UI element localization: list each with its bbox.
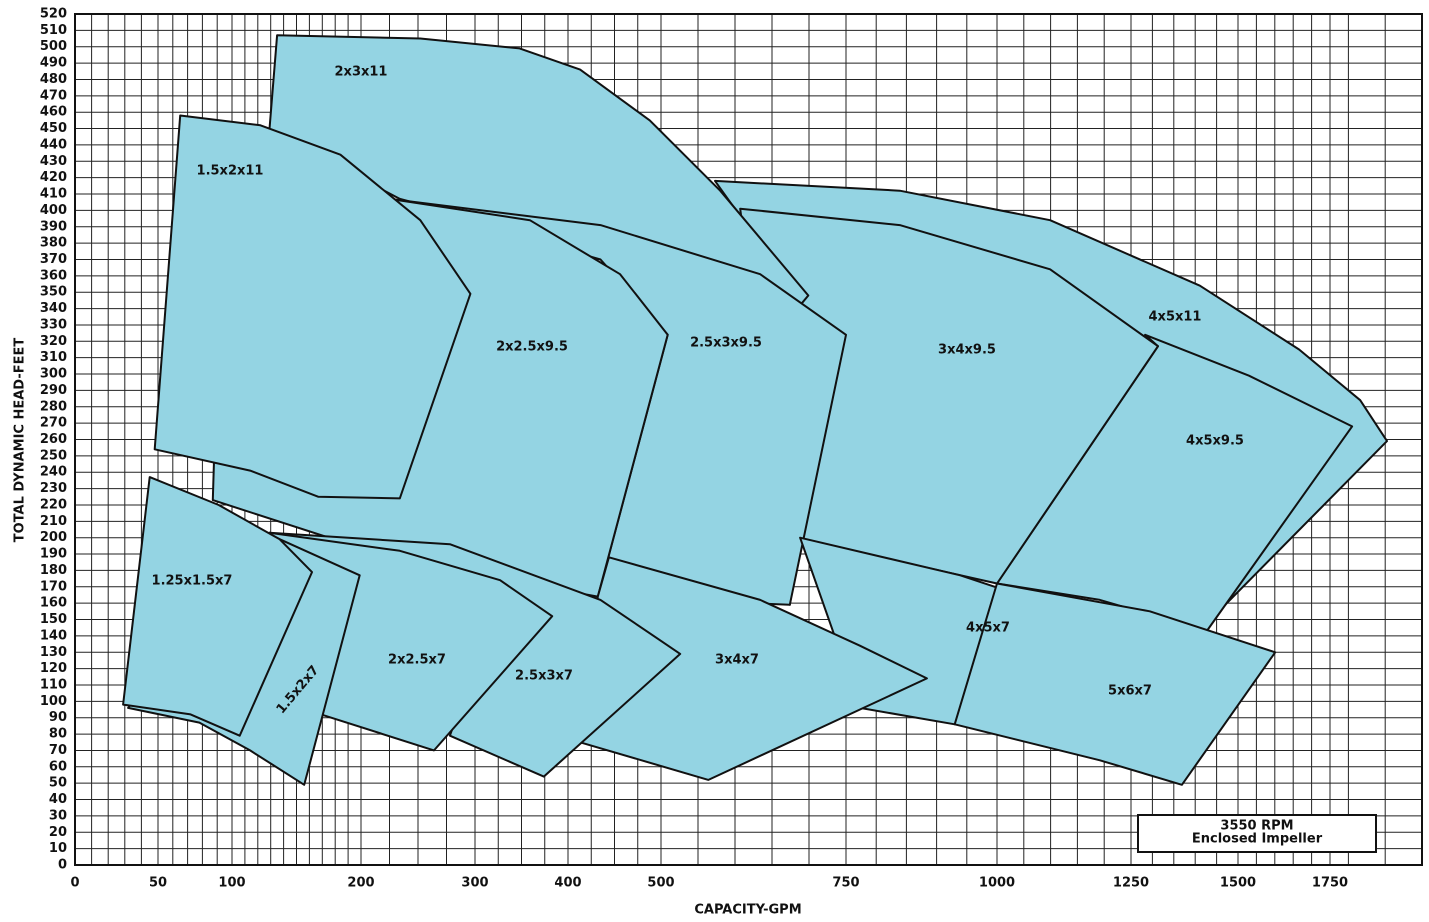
- y-tick-label: 270: [40, 416, 67, 431]
- x-tick-label: 0: [70, 876, 79, 891]
- y-tick-label: 170: [40, 579, 67, 594]
- y-tick-label: 460: [40, 105, 67, 120]
- region-label: 2.5x3x9.5: [690, 336, 762, 351]
- y-tick-label: 80: [49, 727, 67, 742]
- y-tick-label: 160: [40, 596, 67, 611]
- region-label: 1.5x2x11: [197, 164, 264, 179]
- region-label: 5x6x7: [1108, 684, 1152, 699]
- x-tick-label: 1250: [1113, 876, 1149, 891]
- x-axis-label: CAPACITY-GPM: [694, 903, 801, 918]
- y-tick-label: 280: [40, 399, 67, 414]
- y-tick-label: 380: [40, 236, 67, 251]
- y-tick-label: 430: [40, 154, 67, 169]
- annotation-text: 3550 RPM: [1220, 819, 1293, 834]
- y-axis-label: TOTAL DYNAMIC HEAD-FEET: [13, 338, 28, 543]
- y-tick-label: 140: [40, 628, 67, 643]
- y-tick-label: 450: [40, 121, 67, 136]
- annotation-box: [1137, 814, 1377, 853]
- y-tick-label: 210: [40, 514, 67, 529]
- x-tick-label: 1000: [979, 876, 1015, 891]
- region-label: 2x2.5x7: [388, 653, 446, 668]
- x-tick-label: 500: [647, 876, 674, 891]
- y-tick-label: 30: [49, 808, 67, 823]
- x-tick-label: 750: [832, 876, 859, 891]
- x-tick-label: 50: [149, 876, 167, 891]
- region-label: 4x5x7: [966, 621, 1010, 636]
- y-tick-label: 390: [40, 219, 67, 234]
- y-tick-label: 410: [40, 187, 67, 202]
- regions: [122, 34, 1388, 786]
- y-tick-label: 180: [40, 563, 67, 578]
- y-tick-label: 90: [49, 710, 67, 725]
- y-tick-label: 370: [40, 252, 67, 267]
- y-tick-label: 350: [40, 285, 67, 300]
- region-label: 4x5x11: [1149, 310, 1202, 325]
- y-tick-label: 120: [40, 661, 67, 676]
- y-tick-label: 340: [40, 301, 67, 316]
- y-tick-label: 500: [40, 39, 67, 54]
- y-tick-label: 50: [49, 776, 67, 791]
- y-tick-label: 0: [58, 858, 67, 873]
- y-tick-label: 360: [40, 268, 67, 283]
- region-label: 1.25x1.5x7: [152, 574, 233, 589]
- region-label: 2x2.5x9.5: [496, 340, 568, 355]
- y-tick-label: 260: [40, 432, 67, 447]
- region-label: 3x4x9.5: [938, 343, 996, 358]
- y-tick-label: 510: [40, 23, 67, 38]
- x-tick-label: 200: [347, 876, 374, 891]
- y-tick-label: 110: [40, 677, 67, 692]
- y-tick-label: 320: [40, 334, 67, 349]
- y-tick-label: 250: [40, 448, 67, 463]
- y-tick-label: 150: [40, 612, 67, 627]
- y-tick-label: 230: [40, 481, 67, 496]
- y-tick-label: 290: [40, 383, 67, 398]
- y-tick-label: 130: [40, 645, 67, 660]
- y-tick-label: 490: [40, 56, 67, 71]
- coverage-region: [153, 114, 472, 500]
- y-tick-label: 480: [40, 72, 67, 87]
- annotation-text: Enclosed Impeller: [1192, 832, 1323, 847]
- region-label: 4x5x9.5: [1186, 434, 1244, 449]
- y-tick-label: 300: [40, 367, 67, 382]
- x-tick-label: 100: [218, 876, 245, 891]
- x-tick-label: 400: [554, 876, 581, 891]
- y-tick-label: 190: [40, 547, 67, 562]
- y-tick-label: 220: [40, 497, 67, 512]
- x-tick-label: 300: [461, 876, 488, 891]
- y-tick-label: 70: [49, 743, 67, 758]
- y-tick-label: 470: [40, 88, 67, 103]
- plot-frame: [74, 13, 1423, 866]
- x-tick-label: 1750: [1312, 876, 1348, 891]
- y-tick-label: 200: [40, 530, 67, 545]
- coverage-region: [122, 476, 313, 737]
- y-tick-label: 60: [49, 759, 67, 774]
- y-tick-label: 40: [49, 792, 67, 807]
- coverage-region: [953, 582, 1277, 786]
- y-tick-label: 10: [49, 841, 67, 856]
- region-label: 2x3x11: [335, 65, 388, 80]
- y-tick-label: 100: [40, 694, 67, 709]
- y-tick-label: 520: [40, 7, 67, 22]
- y-tick-label: 310: [40, 350, 67, 365]
- y-tick-label: 400: [40, 203, 67, 218]
- y-tick-label: 20: [49, 825, 67, 840]
- y-tick-label: 440: [40, 137, 67, 152]
- x-tick-label: 1500: [1220, 876, 1256, 891]
- y-tick-label: 330: [40, 317, 67, 332]
- y-tick-label: 420: [40, 170, 67, 185]
- y-tick-label: 240: [40, 465, 67, 480]
- region-label: 2.5x3x7: [515, 669, 573, 684]
- region-label: 3x4x7: [715, 653, 759, 668]
